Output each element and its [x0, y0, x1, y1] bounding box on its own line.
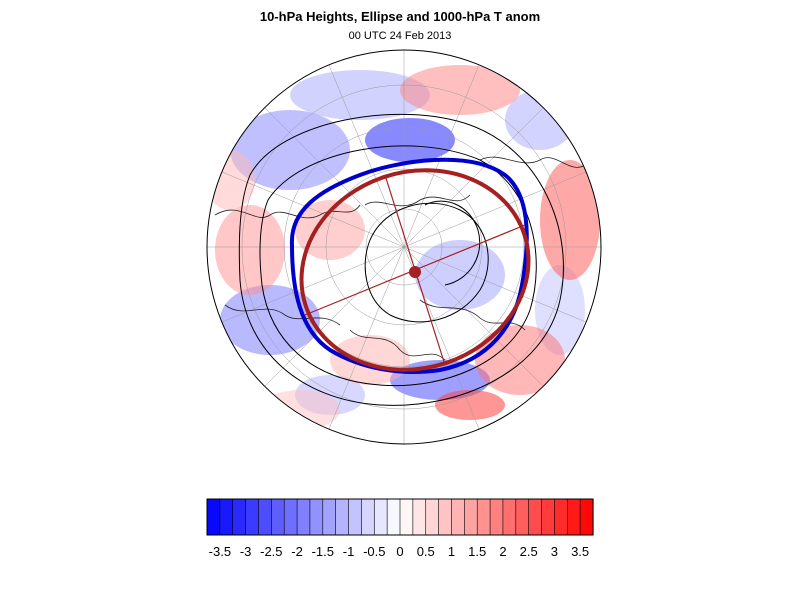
colorbar-tick-label: 0 [396, 544, 403, 559]
colorbar-swatch [309, 498, 324, 536]
colorbar-swatch [438, 498, 453, 536]
colorbar-tick-label: 1.5 [468, 544, 486, 559]
colorbar-tick-label: -1 [343, 544, 355, 559]
vortex-ellipse [299, 168, 531, 372]
colorbar-swatch [232, 498, 247, 536]
colorbar-tick-label: 3.5 [571, 544, 589, 559]
colorbar-swatches [206, 498, 594, 536]
colorbar-swatch [245, 498, 260, 536]
colorbar-swatch [386, 498, 401, 536]
colorbar-swatch [464, 498, 478, 536]
colorbar-swatch [528, 498, 543, 536]
ellipse-center-marker [409, 266, 421, 278]
map-border [206, 49, 602, 445]
colorbar-swatch [219, 498, 234, 536]
colorbar-swatch [335, 498, 350, 536]
map-title: 10-hPa Heights, Ellipse and 1000-hPa T a… [259, 9, 541, 24]
colorbar-tick-label: -3 [240, 544, 252, 559]
colorbar-swatch [322, 498, 337, 536]
colorbar-tick-label: -0.5 [363, 544, 385, 559]
map-subtitle: 00 UTC 24 Feb 2013 [348, 30, 452, 42]
colorbar-swatch [554, 498, 568, 536]
colorbar-swatch [566, 498, 581, 536]
colorbar-swatch [361, 498, 375, 536]
colorbar-tick-labels: -3.5 -3 -2.5 -2 -1.5 -1 -0.5 0 0.5 1 1.5 2 2.5 3 3.5 [209, 544, 590, 559]
graticule [207, 50, 601, 444]
colorbar-tick-label: 3 [551, 544, 558, 559]
colorbar-swatch [425, 498, 440, 536]
colorbar-swatch [399, 498, 414, 536]
colorbar-tick-label: -2 [291, 544, 303, 559]
colorbar-frame [206, 498, 594, 536]
colorbar-tick-label: -3.5 [209, 544, 231, 559]
vortex-edge-contour [289, 157, 529, 374]
colorbar-tick-label: -1.5 [312, 544, 334, 559]
colorbar-swatch [541, 498, 556, 536]
colorbar-tick-label: 1 [448, 544, 455, 559]
coastlines [214, 156, 586, 361]
colorbar-swatch [258, 498, 272, 536]
colorbar-swatch [348, 498, 362, 536]
colorbar-swatch [451, 498, 465, 536]
colorbar-swatch [489, 498, 504, 536]
colorbar-swatch [296, 498, 311, 536]
colorbar-swatch [476, 498, 491, 536]
colorbar-swatch [502, 498, 517, 536]
colorbar-tick-label: 2 [499, 544, 506, 559]
height-contours [238, 113, 564, 406]
colorbar-tick-label: 2.5 [520, 544, 538, 559]
colorbar-swatch [206, 498, 221, 536]
colorbar-swatch [412, 498, 427, 536]
colorbar-swatch [283, 498, 298, 536]
colorbar-swatch [515, 498, 530, 536]
colorbar-swatch [373, 498, 388, 536]
colorbar-swatch [579, 498, 594, 536]
colorbar-tick-label: 0.5 [417, 544, 435, 559]
colorbar-swatch [271, 498, 285, 536]
colorbar-tick-label: -2.5 [260, 544, 282, 559]
